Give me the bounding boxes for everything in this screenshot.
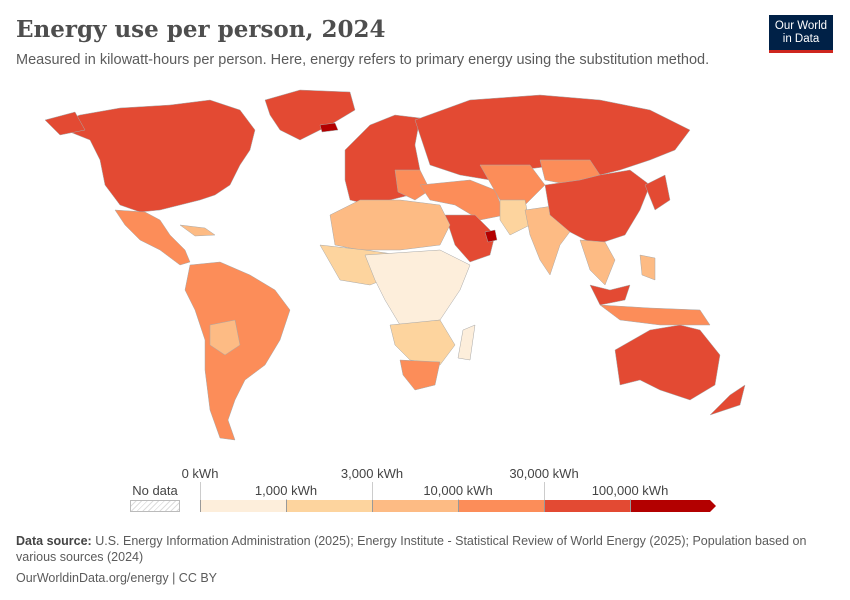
region-iceland[interactable]: [319, 122, 339, 133]
legend-tick: [286, 499, 287, 500]
legend-bin[interactable]: [458, 500, 544, 512]
legend-tick-label: 30,000 kWh: [509, 466, 579, 481]
source-label: Data source:: [16, 534, 92, 548]
world-map: [44, 89, 746, 441]
region-philippines[interactable]: [639, 254, 656, 281]
legend-tick: [630, 499, 631, 500]
legend-tick: [200, 482, 201, 500]
region-china[interactable]: [544, 169, 651, 246]
region-korea-japan[interactable]: [644, 174, 671, 211]
region-south-america[interactable]: [184, 261, 291, 441]
region-pakistan-afghanistan[interactable]: [499, 199, 531, 236]
region-bolivia-paraguay[interactable]: [209, 319, 241, 356]
region-mexico-central-america[interactable]: [114, 209, 191, 266]
legend-arrow: [710, 500, 716, 512]
legend-tick-label: 3,000 kWh: [340, 466, 404, 481]
source-text: U.S. Energy Information Administration (…: [16, 534, 807, 564]
region-central-east-africa[interactable]: [364, 249, 471, 326]
region-southern-africa[interactable]: [389, 319, 456, 366]
legend-bin[interactable]: [372, 500, 458, 512]
page-subtitle: Measured in kilowatt-hours per person. H…: [16, 52, 710, 68]
legend-tick-label: 10,000 kWh: [423, 483, 493, 498]
region-madagascar[interactable]: [457, 324, 476, 361]
region-central-asia[interactable]: [479, 164, 546, 206]
legend-no-data-label: No data: [132, 483, 178, 498]
region-south-africa[interactable]: [399, 359, 441, 391]
region-greenland[interactable]: [264, 89, 356, 141]
region-balkans[interactable]: [394, 169, 431, 201]
legend-bin[interactable]: [544, 500, 630, 512]
legend-bin[interactable]: [286, 500, 372, 512]
region-turkey-iran[interactable]: [419, 179, 506, 221]
region-uae[interactable]: [484, 229, 498, 243]
footer-source: Data source: U.S. Energy Information Adm…: [16, 533, 816, 565]
owid-logo[interactable]: Our World in Data: [769, 15, 833, 53]
region-southeast-asia[interactable]: [579, 239, 616, 286]
region-saudi-gulf[interactable]: [444, 214, 496, 263]
legend-tick-label: 1,000 kWh: [254, 483, 318, 498]
legend-bin[interactable]: [630, 500, 710, 512]
region-russia-kazakhstan[interactable]: [414, 94, 691, 181]
region-australia[interactable]: [614, 324, 721, 401]
legend-tick-label: 0 kWh: [181, 466, 219, 481]
region-north-africa[interactable]: [329, 199, 451, 251]
legend-tick-label: 100,000 kWh: [591, 483, 669, 498]
legend-tick: [458, 499, 459, 500]
legend-no-data-swatch[interactable]: [130, 500, 180, 512]
region-alaska[interactable]: [44, 111, 86, 136]
region-canada-usa[interactable]: [49, 99, 256, 213]
region-caribbean[interactable]: [179, 224, 216, 237]
region-new-zealand[interactable]: [709, 384, 746, 416]
region-indonesia[interactable]: [599, 304, 711, 326]
page-title: Energy use per person, 2024: [16, 16, 386, 43]
region-malaysia-brunei[interactable]: [589, 284, 631, 306]
footer-link[interactable]: OurWorldinData.org/energy | CC BY: [16, 571, 218, 585]
legend-bin[interactable]: [200, 500, 286, 512]
legend-tick: [544, 482, 545, 500]
legend-tick: [372, 482, 373, 500]
